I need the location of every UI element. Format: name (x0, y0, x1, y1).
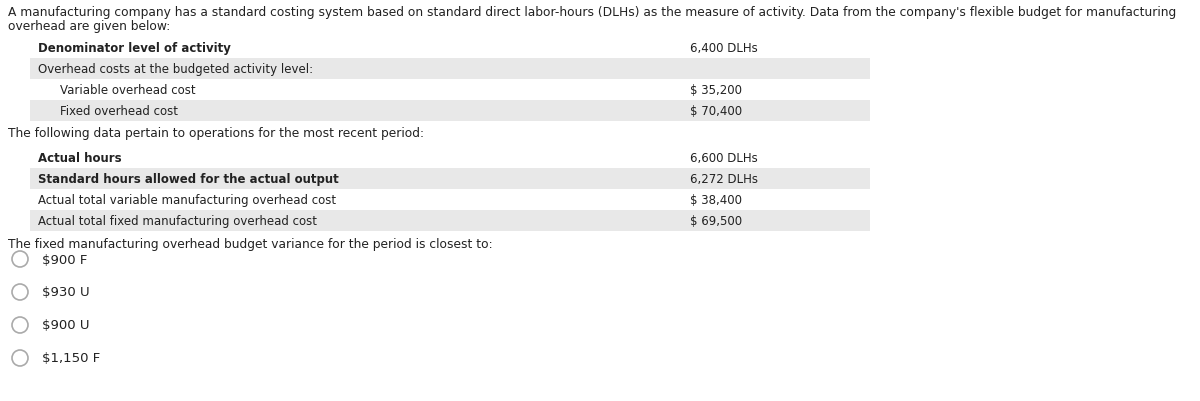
Text: Fixed overhead cost: Fixed overhead cost (60, 105, 178, 118)
Text: Variable overhead cost: Variable overhead cost (60, 84, 196, 97)
Bar (30, 59, 870, 80)
Text: Actual hours: Actual hours (38, 152, 121, 164)
Text: $ 38,400: $ 38,400 (690, 194, 742, 207)
Text: Actual total fixed manufacturing overhead cost: Actual total fixed manufacturing overhea… (38, 215, 317, 227)
Text: Actual total variable manufacturing overhead cost: Actual total variable manufacturing over… (38, 194, 336, 207)
Text: $ 69,500: $ 69,500 (690, 215, 742, 227)
Text: overhead are given below:: overhead are given below: (8, 20, 170, 33)
Text: A manufacturing company has a standard costing system based on standard direct l: A manufacturing company has a standard c… (8, 6, 1176, 19)
Text: Overhead costs at the budgeted activity level:: Overhead costs at the budgeted activity … (38, 63, 313, 76)
Text: The following data pertain to operations for the most recent period:: The following data pertain to operations… (8, 127, 424, 140)
Text: 6,400 DLHs: 6,400 DLHs (690, 42, 757, 55)
Text: $ 70,400: $ 70,400 (690, 105, 742, 118)
Text: $930 U: $930 U (42, 286, 90, 299)
Text: Denominator level of activity: Denominator level of activity (38, 42, 230, 55)
Text: The fixed manufacturing overhead budget variance for the period is closest to:: The fixed manufacturing overhead budget … (8, 237, 493, 250)
Bar (30, 168, 870, 190)
Bar (30, 101, 870, 122)
Bar (30, 211, 870, 231)
Text: $900 F: $900 F (42, 253, 88, 266)
Text: $900 U: $900 U (42, 319, 90, 332)
Text: $1,150 F: $1,150 F (42, 352, 101, 365)
Text: 6,272 DLHs: 6,272 DLHs (690, 172, 758, 186)
Text: Standard hours allowed for the actual output: Standard hours allowed for the actual ou… (38, 172, 338, 186)
Text: $ 35,200: $ 35,200 (690, 84, 742, 97)
Text: 6,600 DLHs: 6,600 DLHs (690, 152, 757, 164)
